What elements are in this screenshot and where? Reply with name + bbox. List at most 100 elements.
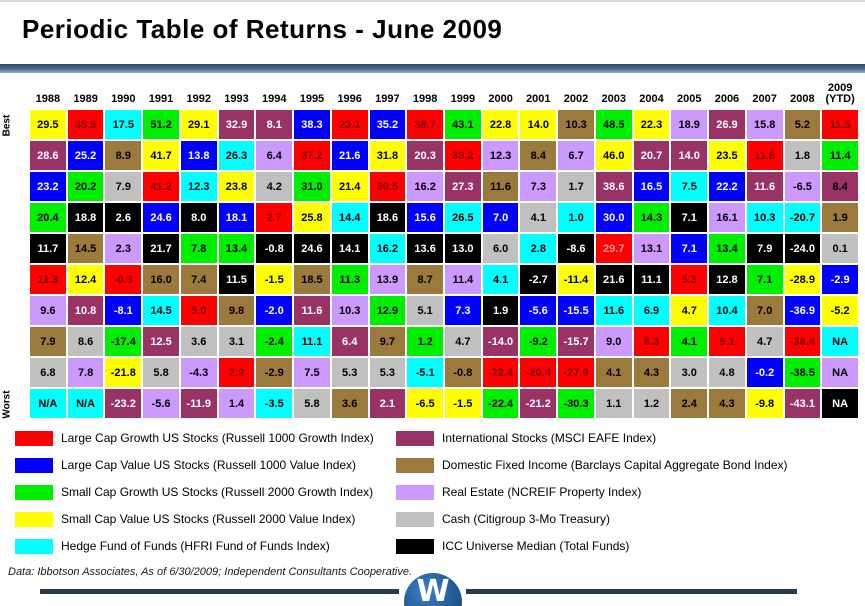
return-cell: 2.6 xyxy=(105,203,142,232)
return-cell: 14.0 xyxy=(520,110,557,139)
legend-label: International Stocks (MSCI EAFE Index) xyxy=(442,431,657,445)
return-cell: 14.0 xyxy=(671,141,708,170)
return-cell: 51.2 xyxy=(143,110,179,139)
return-cell: -5.6 xyxy=(143,389,179,418)
return-cell: -5.2 xyxy=(822,296,858,325)
year-header: 1989 xyxy=(73,93,98,105)
return-cell: 14.1 xyxy=(331,234,368,263)
legend-item: ICC Universe Median (Total Funds) xyxy=(396,538,788,554)
return-cell: 11.1 xyxy=(294,327,330,356)
year-header: 2009 (YTD) xyxy=(825,82,855,105)
return-cell: 5.3 xyxy=(331,358,368,387)
return-cell: 21.6 xyxy=(331,141,368,170)
legend-item: Domestic Fixed Income (Barclays Capital … xyxy=(396,457,788,473)
return-cell: 8.4 xyxy=(520,141,557,170)
year-header-row: 1988 1989 1990 1991 1992 1993 1994 1995 1996 1997… xyxy=(30,80,858,107)
return-cell: 4.7 xyxy=(671,296,708,325)
return-cell: 7.0 xyxy=(482,203,519,232)
return-cell: 5.3 xyxy=(369,358,406,387)
return-cell: 6.7 xyxy=(558,141,594,170)
return-cell: 16.2 xyxy=(369,234,406,263)
logo-letter: W xyxy=(416,574,450,606)
return-cell: -28.9 xyxy=(784,265,821,294)
return-cell: -6.5 xyxy=(407,389,443,418)
return-cell: 22.8 xyxy=(482,110,519,139)
return-cell: 25.2 xyxy=(67,141,104,170)
return-cell: -2.7 xyxy=(520,265,557,294)
return-cell: 41.2 xyxy=(143,172,179,201)
return-cell: 7.8 xyxy=(180,234,217,263)
return-cell: 30.5 xyxy=(369,172,406,201)
return-cell: -1.5 xyxy=(256,265,293,294)
return-cell: 28.6 xyxy=(30,141,66,170)
return-cell: -9.2 xyxy=(520,327,557,356)
return-cell: 7.0 xyxy=(746,296,783,325)
return-cell: -2.4 xyxy=(256,327,293,356)
return-cell: 32.9 xyxy=(218,110,255,139)
return-cell: 8.4 xyxy=(822,172,858,201)
legend-label: ICC Universe Median (Total Funds) xyxy=(442,539,630,553)
return-cell: 29.7 xyxy=(595,234,632,263)
legend-label: Large Cap Value US Stocks (Russell 1000 … xyxy=(61,458,357,472)
return-cell: 22.2 xyxy=(709,172,745,201)
legend-swatch xyxy=(396,430,434,446)
return-cell: -20.7 xyxy=(784,203,821,232)
legend-label: Domestic Fixed Income (Barclays Capital … xyxy=(442,458,788,472)
year-header: 2008 xyxy=(790,93,815,105)
return-cell: 16.1 xyxy=(709,203,745,232)
return-cell: -15.5 xyxy=(558,296,594,325)
legend-item: Real Estate (NCREIF Property Index) xyxy=(396,484,788,500)
return-cell: N/A xyxy=(30,389,66,418)
return-cell: -38.4 xyxy=(784,327,821,356)
return-cell: 33.2 xyxy=(444,141,481,170)
year-header: 2003 xyxy=(601,93,626,105)
return-cell: 4.1 xyxy=(482,265,519,294)
return-cell: -21.2 xyxy=(520,389,557,418)
return-cell: 18.5 xyxy=(294,265,330,294)
return-cell: 11.4 xyxy=(444,265,481,294)
return-cell: 2.9 xyxy=(218,358,255,387)
return-cell: 10.3 xyxy=(746,203,783,232)
return-cell: 7.9 xyxy=(746,234,783,263)
return-cell: -2.9 xyxy=(256,358,293,387)
return-cell: 38.7 xyxy=(407,110,443,139)
return-cell: 20.4 xyxy=(30,203,66,232)
legend-label: Real Estate (NCREIF Property Index) xyxy=(442,485,642,499)
return-cell: 10.3 xyxy=(331,296,368,325)
return-cell: 9.1 xyxy=(709,327,745,356)
return-cell: 18.9 xyxy=(671,110,708,139)
return-cell: 43.1 xyxy=(444,110,481,139)
return-cell: -17.4 xyxy=(105,327,142,356)
return-cell: -4.3 xyxy=(180,358,217,387)
return-cell: 25.8 xyxy=(294,203,330,232)
return-cell: 13.4 xyxy=(218,234,255,263)
return-cell: -38.5 xyxy=(784,358,821,387)
legend-item: Hedge Fund of Funds (HFRI Fund of Funds … xyxy=(15,538,374,554)
return-cell: 20.2 xyxy=(67,172,104,201)
return-cell: 18.8 xyxy=(67,203,104,232)
return-cell: 1.4 xyxy=(218,389,255,418)
return-cell: 7.5 xyxy=(671,172,708,201)
return-cell: 13.8 xyxy=(180,141,217,170)
return-cell: 2.4 xyxy=(671,389,708,418)
return-cell: -11.9 xyxy=(180,389,217,418)
return-cell: -8.6 xyxy=(558,234,594,263)
return-cell: 11.3 xyxy=(331,265,368,294)
return-cell: 12.3 xyxy=(482,141,519,170)
return-cell: 5.2 xyxy=(784,110,821,139)
return-cell: 13.9 xyxy=(369,265,406,294)
return-cell: -36.9 xyxy=(784,296,821,325)
return-cell: 12.3 xyxy=(180,172,217,201)
return-cell: 16.2 xyxy=(407,172,443,201)
return-cell: 46.0 xyxy=(595,141,632,170)
company-logo: W xyxy=(404,573,462,606)
return-cell: 1.9 xyxy=(822,203,858,232)
year-header: 1993 xyxy=(224,93,249,105)
return-cell: 24.6 xyxy=(143,203,179,232)
return-cell: 18.6 xyxy=(369,203,406,232)
return-cell: 31.8 xyxy=(369,141,406,170)
return-cell: 1.2 xyxy=(633,389,670,418)
return-cell: NA xyxy=(822,389,858,418)
return-cell: 41.7 xyxy=(143,141,179,170)
return-cell: 21.7 xyxy=(143,234,179,263)
